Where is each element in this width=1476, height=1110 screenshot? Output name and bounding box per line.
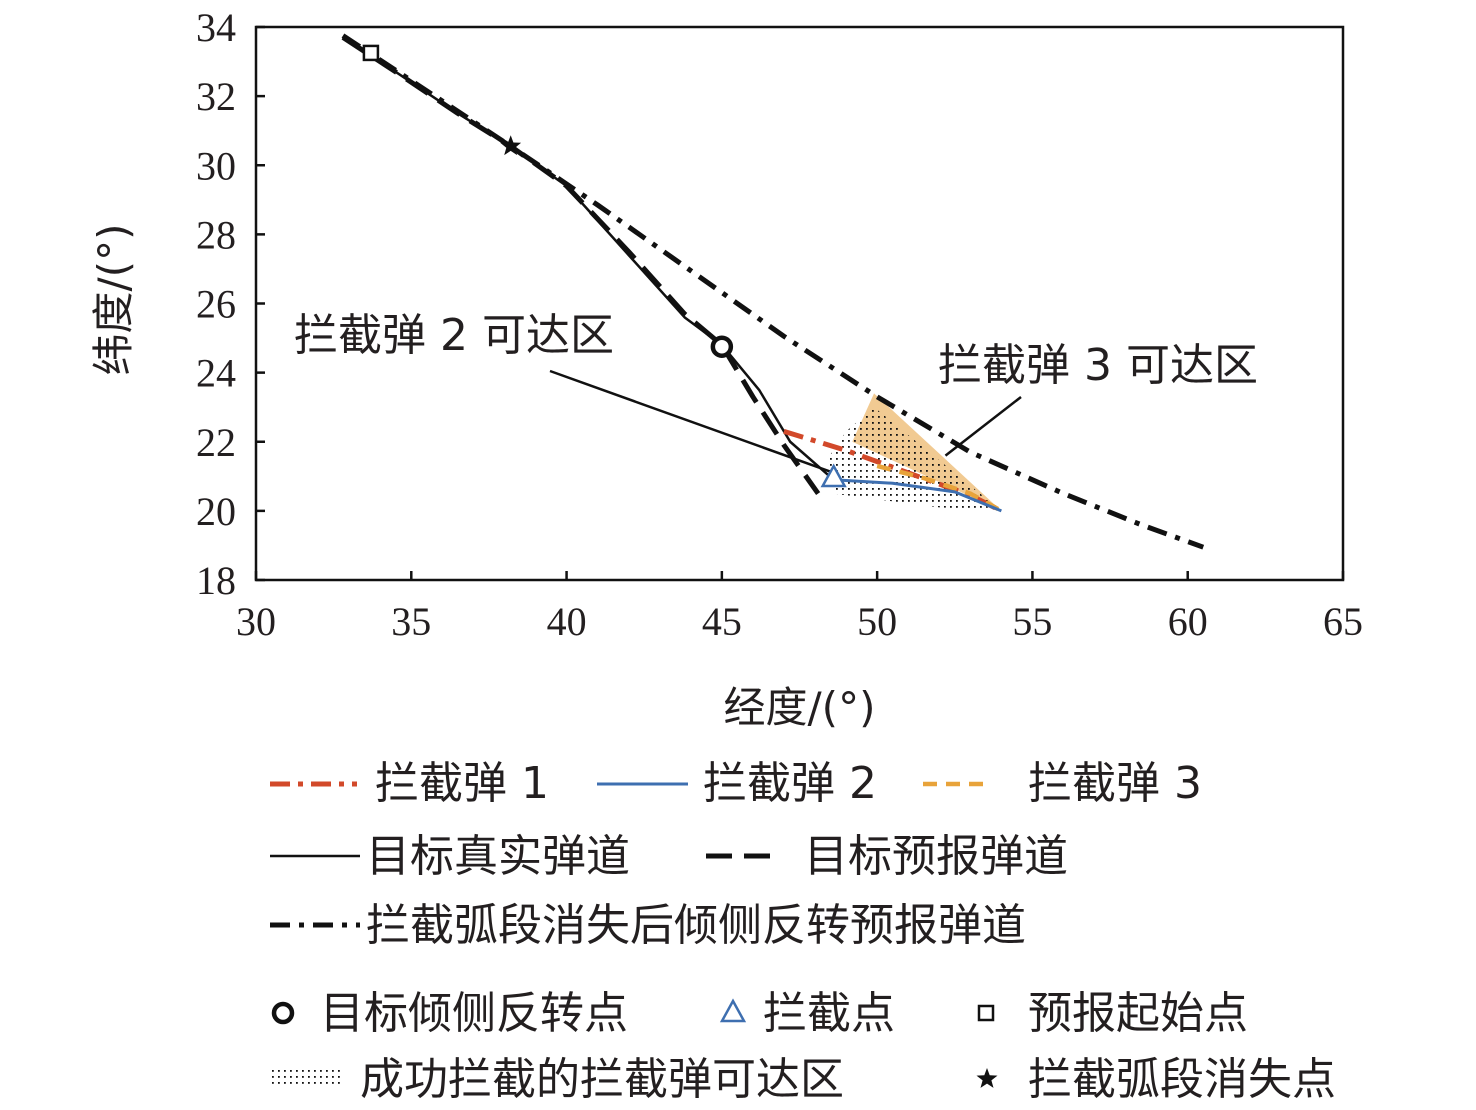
legend-label-intercept-point: 拦截点 bbox=[763, 988, 895, 1039]
y-tick-label: 26 bbox=[196, 282, 236, 327]
x-tick-label: 50 bbox=[857, 599, 897, 644]
series-line-0 bbox=[341, 33, 1205, 550]
y-axis-label: 纬度/(°) bbox=[89, 224, 138, 376]
legend-star-icon bbox=[976, 1068, 998, 1088]
legend: 拦截弹 1 拦截弹 2 拦截弹 3 目标真实弹道 目标预报弹道拦截弧段消失后倾侧反转预报… bbox=[270, 758, 1336, 1105]
y-tick-label: 34 bbox=[196, 5, 236, 50]
x-tick-label: 45 bbox=[702, 599, 742, 644]
x-tick-label: 55 bbox=[1012, 599, 1052, 644]
marker-circle-icon bbox=[710, 335, 734, 358]
legend-label-true-trajectory: 目标真实弹道 bbox=[366, 831, 630, 882]
x-tick-label: 40 bbox=[547, 599, 587, 644]
y-tick-label: 32 bbox=[196, 74, 236, 119]
legend-triangle-icon bbox=[719, 998, 747, 1023]
legend-square-icon bbox=[977, 1004, 995, 1022]
series-line-4 bbox=[876, 463, 1003, 513]
annotation-interceptor3-region: 拦截弹 3 可达区 bbox=[938, 340, 1258, 391]
legend-label-dotted-region: 成功拦截的拦截弹可达区 bbox=[360, 1054, 844, 1105]
y-tick-label: 24 bbox=[196, 351, 236, 396]
x-tick-label: 35 bbox=[391, 599, 431, 644]
y-tick-label: 28 bbox=[196, 212, 236, 257]
legend-label-interceptor3: 拦截弹 3 bbox=[1028, 758, 1202, 809]
plot-frame bbox=[254, 25, 1345, 582]
series-line-5 bbox=[833, 478, 1002, 513]
legend-label-reversal-trajectory: 拦截弧段消失后倾侧反转预报弹道 bbox=[366, 900, 1026, 951]
legend-circle-icon bbox=[271, 1001, 295, 1025]
legend-label-reversal-point: 目标倾侧反转点 bbox=[320, 988, 628, 1039]
region-successful-reachable bbox=[827, 407, 1002, 511]
marker-star-icon bbox=[500, 135, 522, 156]
legend-label-forecast-start: 预报起始点 bbox=[1028, 988, 1248, 1039]
marker-triangle-icon bbox=[820, 463, 847, 488]
y-tick-label: 20 bbox=[196, 489, 236, 534]
y-tick-label: 18 bbox=[196, 558, 236, 603]
annotation-pointer-interceptor3 bbox=[944, 396, 1022, 457]
annotation-pointer-interceptor2 bbox=[549, 369, 835, 475]
x-tick-label: 60 bbox=[1168, 599, 1208, 644]
legend-swatch-dotted-region bbox=[272, 1068, 344, 1084]
x-tick-label: 65 bbox=[1323, 599, 1363, 644]
series-line-2 bbox=[342, 36, 835, 481]
legend-label-interceptor1: 拦截弹 1 bbox=[375, 758, 549, 809]
legend-label-interceptor2: 拦截弹 2 bbox=[703, 758, 877, 809]
x-axis-label: 经度/(°) bbox=[724, 683, 876, 732]
annotation-interceptor2-region: 拦截弹 2 可达区 bbox=[294, 310, 614, 361]
y-tick-label: 22 bbox=[196, 420, 236, 465]
x-tick-label: 30 bbox=[236, 599, 276, 644]
marker-square-icon bbox=[362, 44, 380, 62]
y-tick-label: 30 bbox=[196, 143, 236, 188]
legend-label-arc-vanish-point: 拦截弧段消失点 bbox=[1028, 1054, 1336, 1105]
series-line-1 bbox=[341, 35, 821, 496]
legend-label-predicted-trajectory: 目标预报弹道 bbox=[804, 831, 1068, 882]
